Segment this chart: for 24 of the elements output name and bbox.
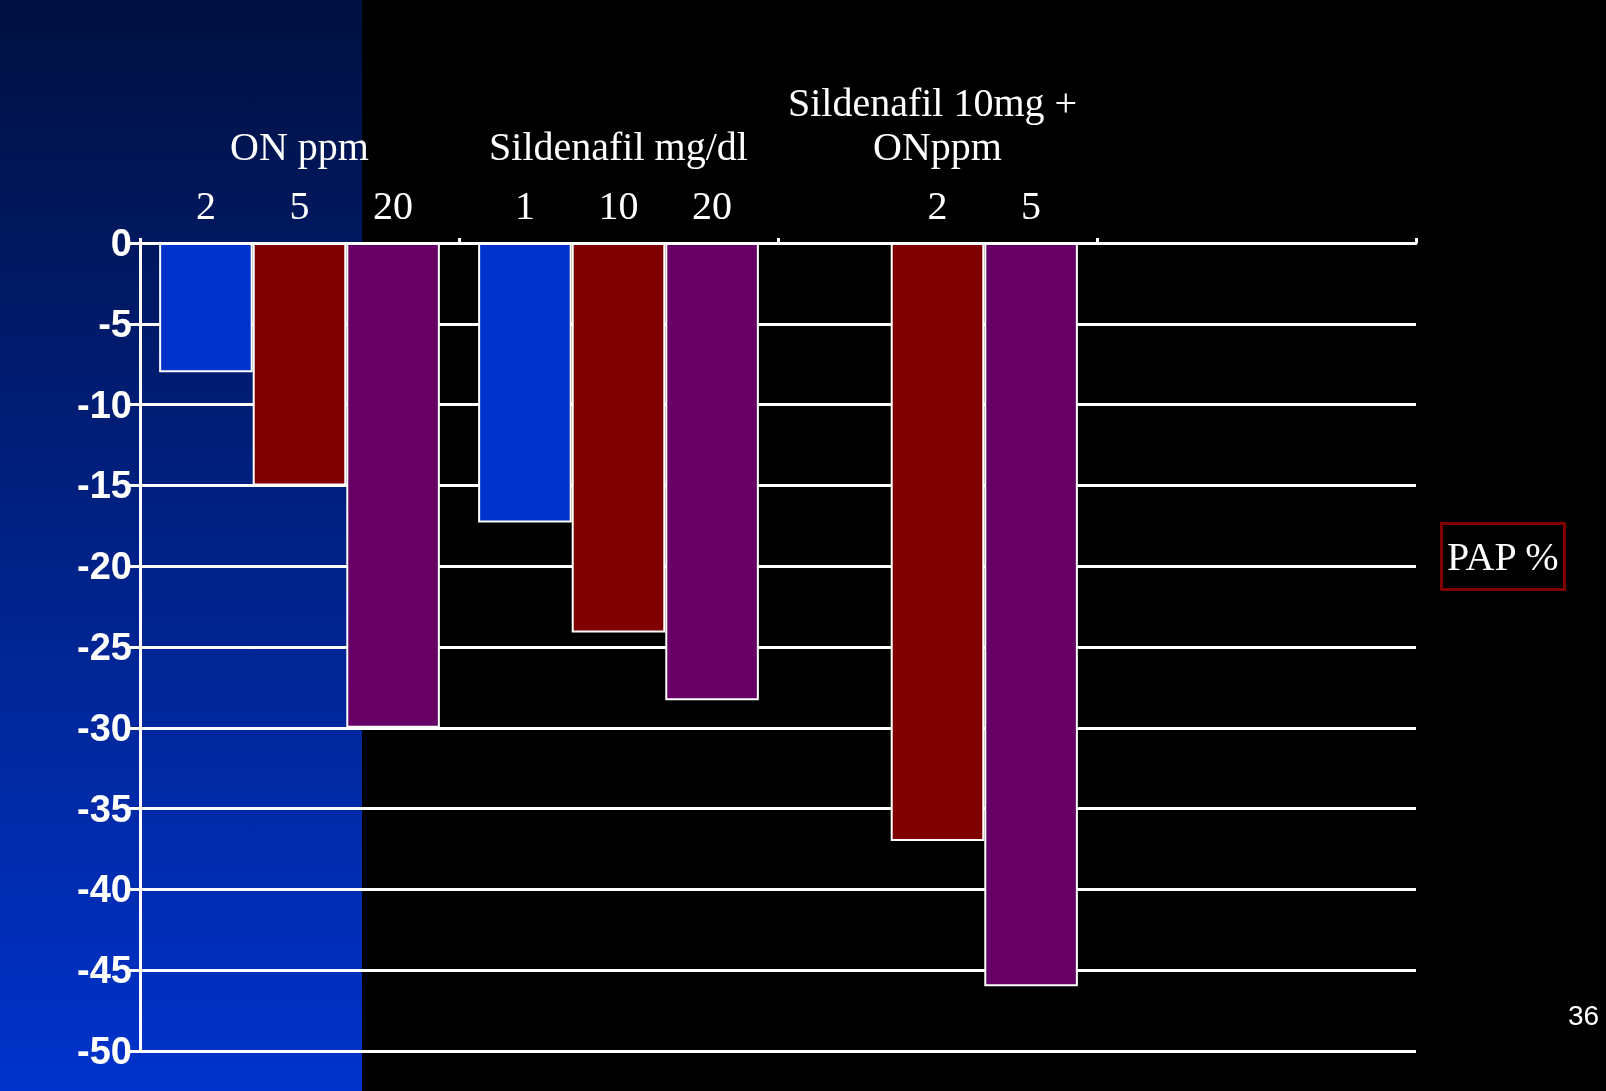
y-tick-label: -50: [77, 1030, 132, 1072]
x-tick-label: Sildenafil mg/dl: [489, 123, 748, 169]
text: 2: [195, 182, 216, 228]
y-tick-label: -10: [77, 383, 132, 426]
y-axis-title: PAP %: [1440, 522, 1566, 591]
y-tick-label: -5: [98, 302, 132, 345]
text: 20: [373, 182, 414, 228]
y-tick-label: -40: [77, 868, 132, 911]
y-tick-label: -35: [77, 787, 132, 830]
y-tick-label: -25: [77, 626, 132, 668]
x-tick-label: Sildenafil 10mg + ONppm: [787, 79, 1088, 169]
text: 5: [1021, 182, 1042, 228]
text: 20: [692, 182, 733, 228]
text: 5: [289, 182, 310, 228]
y-tick-label: -15: [77, 464, 132, 507]
y-tick-label: -30: [77, 706, 132, 749]
y-tick-label: -20: [77, 545, 132, 588]
text: 2: [927, 182, 948, 228]
text: 36: [1568, 1000, 1600, 1032]
text: 10: [598, 182, 639, 228]
x-tick-label: ON ppm: [230, 123, 369, 169]
text: 1: [514, 182, 535, 228]
y-tick-label: 0: [110, 222, 132, 264]
y-tick-label: -45: [77, 949, 132, 992]
